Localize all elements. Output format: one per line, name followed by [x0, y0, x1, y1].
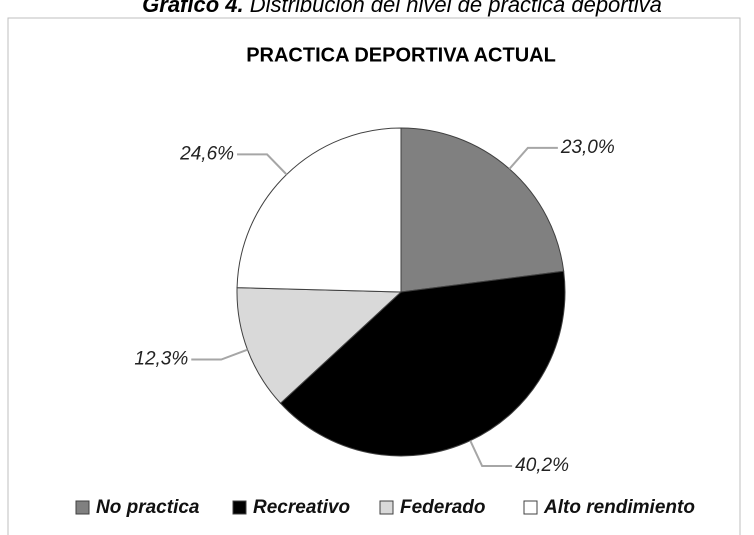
data-label: 40,2%	[515, 455, 569, 476]
legend-swatch	[523, 500, 538, 515]
pie-slice	[279, 270, 566, 457]
leader-line	[508, 146, 558, 170]
pie-slice	[400, 127, 565, 293]
data-label: 24,6%	[179, 143, 234, 164]
data-label: 23,0%	[560, 137, 615, 158]
legend-swatch	[379, 500, 394, 515]
legend-swatch	[75, 500, 90, 515]
data-label: 12,3%	[134, 349, 188, 370]
caption: Gráfico 4. Distribución del nivel de prá…	[142, 0, 662, 17]
legend-label: Federado	[400, 497, 486, 518]
chart-title: PRACTICA DEPORTIVA ACTUAL	[246, 44, 556, 66]
leader-line	[191, 348, 248, 361]
caption-label: Gráfico 4.	[142, 0, 243, 17]
leader-line	[237, 153, 288, 176]
legend-swatch	[232, 500, 247, 515]
legend-label: No practica	[96, 497, 200, 518]
legend-label: Recreativo	[253, 497, 350, 518]
leader-line	[469, 440, 513, 468]
caption-text: Distribución del nivel de práctica depor…	[250, 0, 662, 17]
legend-label: Alto rendimiento	[543, 497, 695, 518]
